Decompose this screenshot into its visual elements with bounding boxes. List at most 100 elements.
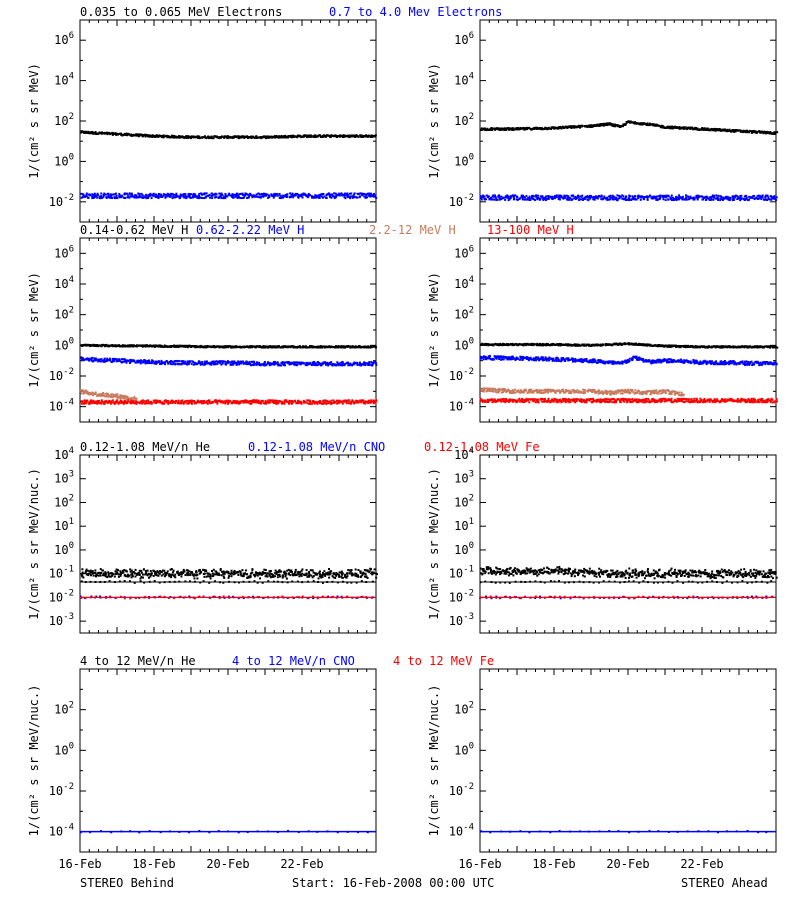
- data-point: [714, 197, 717, 200]
- data-point: [186, 346, 189, 349]
- data-point: [674, 125, 677, 128]
- data-point: [748, 346, 751, 349]
- data-point: [656, 199, 659, 202]
- data-point: [174, 359, 177, 362]
- data-point: [544, 126, 547, 129]
- data-point: [79, 389, 82, 392]
- data-point: [185, 362, 188, 365]
- data-point: [579, 198, 582, 201]
- data-point: [525, 344, 528, 347]
- data-point: [119, 401, 122, 404]
- data-point: [132, 398, 135, 401]
- data-point: [91, 131, 94, 134]
- data-point: [743, 199, 746, 202]
- data-point: [261, 193, 264, 196]
- data-point: [344, 363, 347, 366]
- data-point: [227, 399, 230, 402]
- data-point: [214, 193, 217, 196]
- data-point: [113, 394, 116, 397]
- data-point: [144, 193, 147, 196]
- data-point: [231, 345, 234, 348]
- data-point: [252, 136, 255, 139]
- data-point: [223, 195, 226, 198]
- data-point: [725, 196, 728, 199]
- data-point: [165, 360, 168, 363]
- data-point: [483, 355, 486, 358]
- data-point: [351, 363, 354, 366]
- data-point: [173, 134, 176, 137]
- data-point: [361, 192, 364, 195]
- data-point: [233, 401, 236, 404]
- data-point: [157, 361, 160, 364]
- data-point: [763, 345, 766, 348]
- data-point: [219, 196, 222, 199]
- data-point: [668, 125, 671, 128]
- data-point: [764, 196, 767, 199]
- data-point: [242, 362, 245, 365]
- data-point: [331, 364, 334, 367]
- data-point: [104, 400, 107, 403]
- data-point: [161, 136, 164, 139]
- data-point: [93, 392, 96, 395]
- data-point: [340, 346, 343, 349]
- data-point: [643, 344, 646, 347]
- data-point: [640, 343, 643, 346]
- data-point: [203, 135, 206, 138]
- data-point: [581, 125, 584, 128]
- data-point: [573, 344, 576, 347]
- data-point: [116, 395, 119, 398]
- data-point: [533, 195, 536, 198]
- data-point: [146, 135, 149, 138]
- data-point: [87, 357, 90, 360]
- data-point: [604, 197, 607, 200]
- data-point: [180, 360, 183, 363]
- data-point: [736, 195, 739, 198]
- data-point: [322, 362, 325, 365]
- data-point: [133, 344, 136, 347]
- data-point: [352, 346, 355, 349]
- data-point: [734, 128, 737, 131]
- data-point: [187, 344, 190, 347]
- data-point: [746, 345, 749, 348]
- y-tick-label: 106: [454, 31, 474, 47]
- data-point: [540, 343, 543, 346]
- data-point: [250, 137, 253, 140]
- data-point: [364, 402, 367, 405]
- data-point: [210, 192, 213, 195]
- data-point: [606, 123, 609, 126]
- data-point: [493, 198, 496, 201]
- data-point: [705, 198, 708, 201]
- data-point: [137, 361, 140, 364]
- data-point: [532, 344, 535, 347]
- data-point: [98, 197, 101, 200]
- data-point: [154, 401, 157, 404]
- data-point: [512, 344, 515, 347]
- data-point: [350, 135, 353, 138]
- data-point: [135, 397, 138, 400]
- data-point: [359, 399, 362, 402]
- data-point: [680, 126, 683, 129]
- data-point: [268, 194, 271, 197]
- data-point: [703, 196, 706, 199]
- data-point: [593, 198, 596, 201]
- data-point: [257, 196, 260, 199]
- data-point: [222, 360, 225, 363]
- data-point: [670, 194, 673, 197]
- data-point: [663, 344, 666, 347]
- plot-frame: [79, 19, 377, 223]
- data-point: [542, 198, 545, 201]
- data-point: [286, 135, 289, 138]
- data-point: [240, 136, 243, 139]
- data-point: [282, 196, 285, 199]
- data-point: [500, 197, 503, 200]
- data-point: [639, 196, 642, 199]
- data-point: [155, 196, 158, 199]
- data-point: [118, 359, 121, 362]
- data-point: [703, 345, 706, 348]
- data-point: [368, 361, 371, 364]
- y-tick-label: 100: [454, 152, 474, 168]
- data-point: [138, 133, 141, 136]
- data-point: [758, 130, 761, 133]
- data-point: [288, 402, 291, 405]
- data-point: [244, 194, 247, 197]
